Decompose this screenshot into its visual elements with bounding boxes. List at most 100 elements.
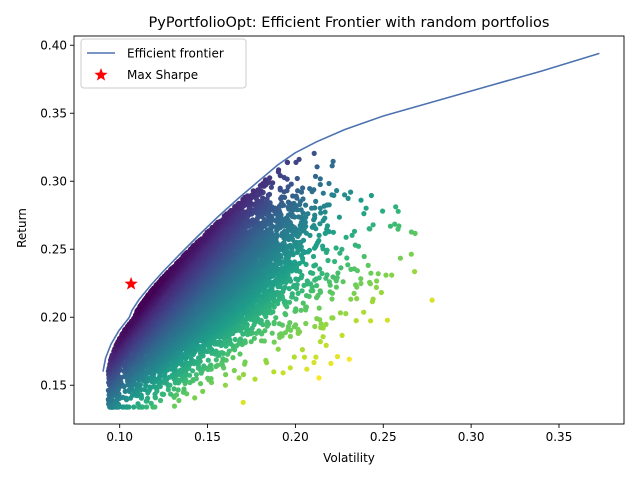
random-portfolio-point [264, 319, 270, 325]
random-portfolio-point [339, 332, 345, 338]
random-portfolio-point [289, 248, 295, 254]
random-portfolio-point [292, 259, 298, 265]
random-portfolio-point [348, 296, 354, 302]
random-portfolio-point [320, 190, 326, 196]
random-portfolio-point [324, 272, 330, 278]
random-portfolio-point [332, 258, 338, 265]
random-portfolio-point [345, 262, 351, 268]
random-portfolio-point [157, 397, 164, 404]
random-portfolio-point [181, 386, 187, 392]
random-portfolio-point [358, 276, 364, 282]
random-portfolio-point [310, 253, 317, 260]
random-portfolio-point [290, 193, 296, 199]
random-portfolio-point [285, 323, 291, 330]
random-portfolio-point [303, 230, 309, 236]
random-portfolio-point [339, 246, 345, 252]
random-portfolio-point [358, 197, 364, 203]
random-portfolio-point [286, 299, 293, 305]
random-portfolio-point [375, 271, 381, 277]
random-portfolio-point [286, 286, 292, 292]
random-portfolio-point [213, 357, 219, 363]
random-portfolio-point [299, 272, 305, 278]
random-portfolio-point [313, 198, 319, 204]
random-portfolio-point [214, 362, 221, 368]
random-portfolio-point [271, 339, 277, 345]
random-portfolio-point [351, 228, 358, 234]
random-portfolio-point [201, 363, 207, 369]
random-portfolio-point [353, 318, 359, 324]
random-portfolio-point [148, 400, 154, 406]
random-portfolio-point [317, 221, 323, 227]
random-portfolio-point [275, 301, 281, 307]
random-portfolio-point [287, 365, 293, 371]
random-portfolio-point [242, 338, 248, 344]
random-portfolio-point [429, 297, 435, 303]
random-portfolio-point [287, 333, 293, 339]
random-portfolio-point [314, 283, 320, 289]
random-portfolio-point [205, 375, 211, 381]
random-portfolio-point [147, 384, 153, 390]
random-portfolio-point [293, 276, 299, 282]
random-portfolio-point [312, 212, 318, 218]
random-portfolio-point [312, 173, 319, 179]
random-portfolio-point [105, 387, 111, 393]
random-portfolio-point [370, 296, 376, 302]
random-portfolio-point [328, 360, 334, 366]
random-portfolio-point [349, 232, 355, 238]
random-portfolio-point [368, 318, 374, 324]
random-portfolio-point [251, 335, 257, 341]
random-portfolio-point [383, 272, 389, 278]
random-portfolio-point [293, 322, 299, 328]
random-portfolio-point [324, 247, 330, 253]
random-portfolio-point [273, 315, 279, 321]
random-portfolio-point [408, 251, 414, 257]
random-portfolio-point [304, 366, 310, 372]
random-portfolio-point [295, 188, 301, 194]
random-portfolio-point [393, 204, 399, 210]
random-portfolio-point [312, 323, 318, 330]
random-portfolio-point [271, 319, 277, 325]
random-portfolio-point [384, 317, 390, 323]
random-portfolio-point [276, 321, 282, 327]
random-portfolio-point [200, 388, 206, 394]
random-portfolio-point [192, 395, 198, 401]
random-portfolio-point [322, 209, 328, 215]
random-portfolio-point [304, 278, 310, 284]
random-portfolio-point [346, 356, 352, 362]
random-portfolio-point [230, 355, 236, 361]
random-portfolio-point [408, 229, 414, 235]
random-portfolio-point [269, 330, 275, 336]
random-portfolio-point [220, 356, 226, 362]
random-portfolio-point [329, 192, 335, 198]
random-portfolio-point [334, 354, 341, 360]
random-portfolio-point [144, 404, 150, 410]
random-portfolio-point [177, 367, 183, 373]
random-portfolio-point [190, 377, 196, 383]
random-portfolio-point [325, 257, 331, 264]
random-portfolio-point [368, 192, 374, 199]
random-portfolio-point [309, 205, 315, 211]
random-portfolio-point [340, 279, 346, 285]
random-portfolio-point [316, 232, 322, 238]
random-portfolio-point [317, 288, 323, 294]
random-portfolio-point [365, 262, 371, 268]
random-portfolio-point [318, 325, 324, 331]
random-portfolio-point [187, 372, 193, 378]
random-portfolio-point [333, 245, 339, 251]
random-portfolio-point [329, 315, 335, 321]
random-portfolio-point [307, 186, 313, 192]
random-portfolio-point [311, 359, 317, 366]
random-portfolio-point [165, 387, 171, 393]
random-portfolio-point [300, 185, 306, 191]
random-portfolio-point [208, 362, 214, 368]
random-portfolio-point [263, 357, 269, 363]
random-portfolio-point [374, 278, 380, 284]
random-portfolio-point [344, 255, 350, 261]
random-portfolio-point [412, 269, 418, 275]
random-portfolio-point [367, 279, 373, 285]
random-portfolio-point [237, 336, 244, 342]
random-portfolio-point [345, 195, 351, 201]
random-portfolio-point [293, 306, 299, 312]
random-portfolio-point [143, 382, 149, 389]
random-portfolio-point [361, 309, 367, 315]
